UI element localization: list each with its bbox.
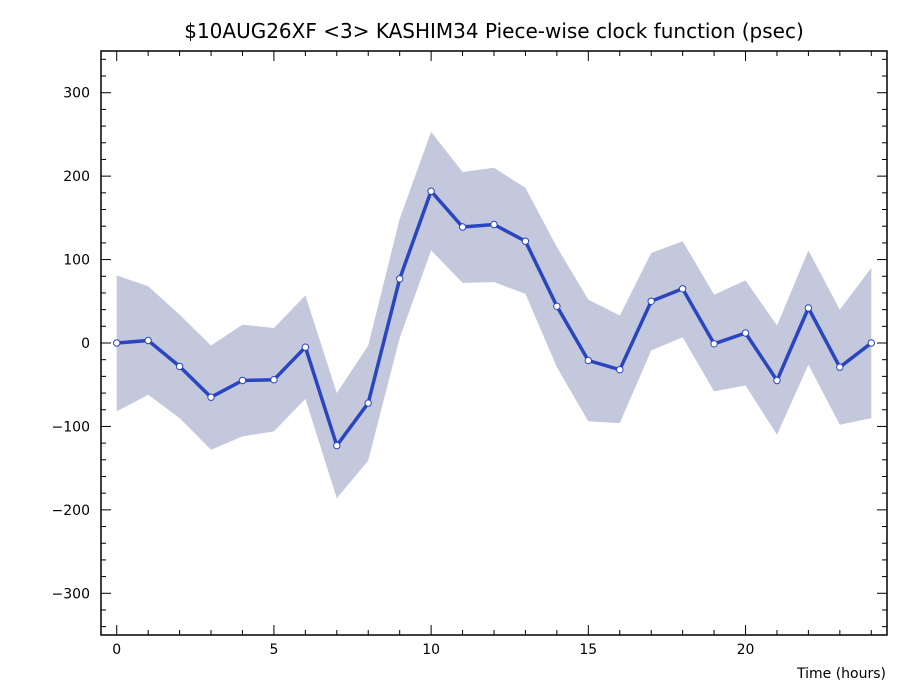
data-point: [584, 356, 592, 365]
data-point: [647, 297, 655, 305]
data-point: [364, 399, 372, 407]
y-tick-label: −200: [52, 503, 90, 519]
x-axis-label: Time (hours): [796, 666, 886, 682]
y-tick-label: −300: [52, 586, 90, 602]
x-tick-label: 10: [422, 642, 440, 658]
y-tick-label: −100: [52, 419, 90, 435]
y-tick-labels: −300 −200 −100 0 100 200 300: [52, 86, 90, 603]
error-band: [116, 131, 872, 499]
chart-title: $10AUG26XF <3> KASHIM34 Piece-wise clock…: [184, 19, 804, 43]
data-point: [836, 363, 844, 371]
y-tick-label: 300: [63, 86, 90, 102]
data-point: [175, 362, 184, 371]
data-point: [144, 336, 152, 345]
data-point: [867, 339, 875, 347]
data-point: [458, 223, 467, 231]
data-point: [616, 366, 624, 374]
x-tick-label: 0: [112, 642, 121, 658]
data-point: [490, 220, 498, 229]
confidence-band-layer: [116, 131, 872, 499]
data-point: [741, 329, 750, 337]
x-tick-label: 5: [269, 642, 278, 658]
data-point: [396, 275, 404, 283]
data-point: [333, 441, 341, 450]
data-point: [678, 285, 687, 293]
data-point: [773, 376, 781, 385]
data-point: [238, 376, 247, 385]
y-tick-label: 100: [63, 253, 90, 269]
x-tick-label: 15: [579, 642, 597, 658]
data-point: [207, 393, 215, 401]
x-tick-label: 20: [737, 642, 755, 658]
data-point: [301, 343, 310, 351]
data-point-layer: [113, 187, 875, 450]
axis-ticks: [101, 51, 887, 635]
data-point: [427, 187, 435, 195]
data-point: [521, 237, 530, 245]
y-tick-label: 0: [81, 336, 90, 352]
y-tick-label: 200: [63, 169, 90, 185]
x-tick-labels: 0 5 10 15 20: [112, 642, 754, 658]
data-point: [553, 302, 561, 310]
data-point: [710, 340, 718, 348]
data-point: [113, 339, 121, 347]
data-point: [270, 376, 278, 384]
data-point: [804, 304, 813, 312]
